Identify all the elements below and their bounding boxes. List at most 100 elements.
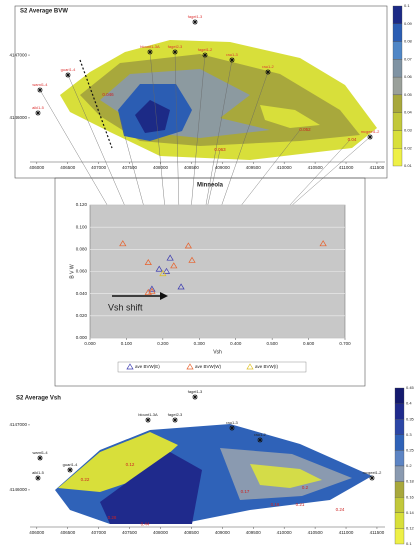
colorbar-label: 0.03 (404, 128, 413, 133)
contours-bvw (60, 40, 377, 160)
y-tick-label: 4147000 (9, 52, 27, 57)
x-tick-label: 0.400 (230, 341, 242, 346)
x-tick-label: 406000 (29, 530, 45, 535)
x-tick-label: 407000 (91, 530, 107, 535)
well-marker (147, 49, 153, 55)
value-label: 0.17 (241, 489, 250, 494)
value-label: 0.052 (299, 127, 311, 132)
contours-vsh (55, 424, 372, 524)
x-tick-label: 407500 (122, 530, 138, 535)
value-label: 0.28 (108, 515, 117, 520)
y-tick-label: 4146000 (9, 115, 27, 120)
x-tick-label: 0.100 (121, 341, 133, 346)
colorbar-swatch (394, 512, 405, 529)
y-tick-label: 0.120 (76, 202, 88, 207)
well-label: rau1-2 (262, 64, 274, 69)
point (155, 265, 163, 272)
well-label: fagel2-3 (168, 412, 183, 417)
colorbar-label: 0.07 (404, 56, 413, 61)
y-tick-label: 0.080 (76, 247, 88, 252)
colorbar-swatch (394, 403, 405, 420)
x-tick-label: 406000 (29, 165, 45, 170)
value-label: 0.046 (102, 92, 114, 97)
colorbar-label: 0.1 (406, 541, 412, 546)
legend-label: ave BVW(W) (195, 364, 222, 369)
colorbar-label: 0.35 (406, 416, 415, 421)
well-label: blount1-3A (140, 44, 160, 49)
colorbar-label: 0.06 (404, 74, 413, 79)
colorbar-label: 0.14 (406, 510, 415, 515)
point (188, 256, 196, 263)
well-label: rau1-3 (226, 52, 238, 57)
well-marker (37, 455, 43, 461)
legend-marker (186, 363, 194, 370)
colorbar-swatch (394, 419, 405, 435)
well-label: fagel2-3 (168, 44, 183, 49)
well-marker (37, 87, 43, 93)
point (144, 258, 152, 265)
point (144, 288, 152, 295)
legend-marker (126, 363, 134, 370)
colorbar-swatch (392, 94, 403, 113)
well-marker (265, 69, 271, 75)
y-tick-label: 0.100 (76, 224, 88, 229)
well-label: rau1-3 (226, 420, 238, 425)
x-tick-label: 409000 (215, 530, 231, 535)
y-tick-label: 0.020 (76, 313, 88, 318)
chart-title: S2 Average BVW (20, 9, 68, 15)
well-marker (67, 467, 73, 473)
colorbar-swatch (392, 148, 403, 167)
colorbar-label: 0.45 (406, 385, 415, 390)
colorbar-swatch (392, 41, 403, 60)
well-label: rau1-2 (254, 432, 266, 437)
y-tick-label: 4147000 (9, 422, 27, 427)
x-tick-label: 0.600 (303, 341, 315, 346)
x-tick-label: 407500 (122, 165, 138, 170)
colorbar-swatch (392, 23, 403, 42)
well-label: waml1-4 (32, 82, 48, 87)
point (319, 240, 327, 247)
well-label: blount1-3A (138, 412, 158, 417)
y-tick-label: 0.060 (76, 269, 88, 274)
well-marker (369, 475, 375, 481)
value-label: 0.21 (296, 502, 305, 507)
x-tick-label: 408500 (184, 165, 200, 170)
x-tick-label: 0.500 (267, 341, 279, 346)
colorbar-label: 0.12 (406, 525, 415, 530)
well-marker (172, 49, 178, 55)
x-tick-label: 411000 (339, 530, 354, 535)
well-label: mcgeel1-2 (361, 129, 380, 134)
colorbar-swatch (394, 450, 405, 467)
value-label: 0.04 (348, 137, 357, 142)
well-label: fagel1-3 (188, 14, 203, 19)
colorbar-swatch (394, 465, 405, 482)
point (148, 285, 156, 292)
x-tick-label: 0.300 (194, 341, 206, 346)
well-marker (172, 417, 178, 423)
x-tick-label: 409500 (246, 530, 262, 535)
shift-arrowhead (160, 292, 168, 300)
point (166, 254, 174, 261)
value-label: 0.2 (302, 485, 309, 490)
x-tick-label: 408000 (153, 530, 169, 535)
x-tick-label: 0.200 (157, 341, 169, 346)
legend (117, 361, 307, 373)
x-tick-label: 407000 (91, 165, 107, 170)
x-tick-label: 411500 (370, 165, 385, 170)
well-label: aikl1-5 (32, 470, 45, 475)
x-tick-label: 411000 (339, 165, 354, 170)
well-label: fagel1-2 (198, 47, 213, 52)
value-label: 0.16 (271, 502, 280, 507)
well-marker (229, 57, 235, 63)
panel-frame (54, 177, 366, 387)
value-label: 0.12 (126, 462, 135, 467)
well-label: fagel1-3 (188, 389, 203, 394)
value-label: 0.063 (214, 147, 226, 152)
x-tick-label: 410500 (308, 165, 324, 170)
x-tick-label: 408500 (184, 530, 200, 535)
colorbar-label: 0.25 (406, 447, 415, 452)
point (177, 283, 185, 290)
well-marker (202, 52, 208, 58)
colorbar-swatch (392, 130, 403, 149)
